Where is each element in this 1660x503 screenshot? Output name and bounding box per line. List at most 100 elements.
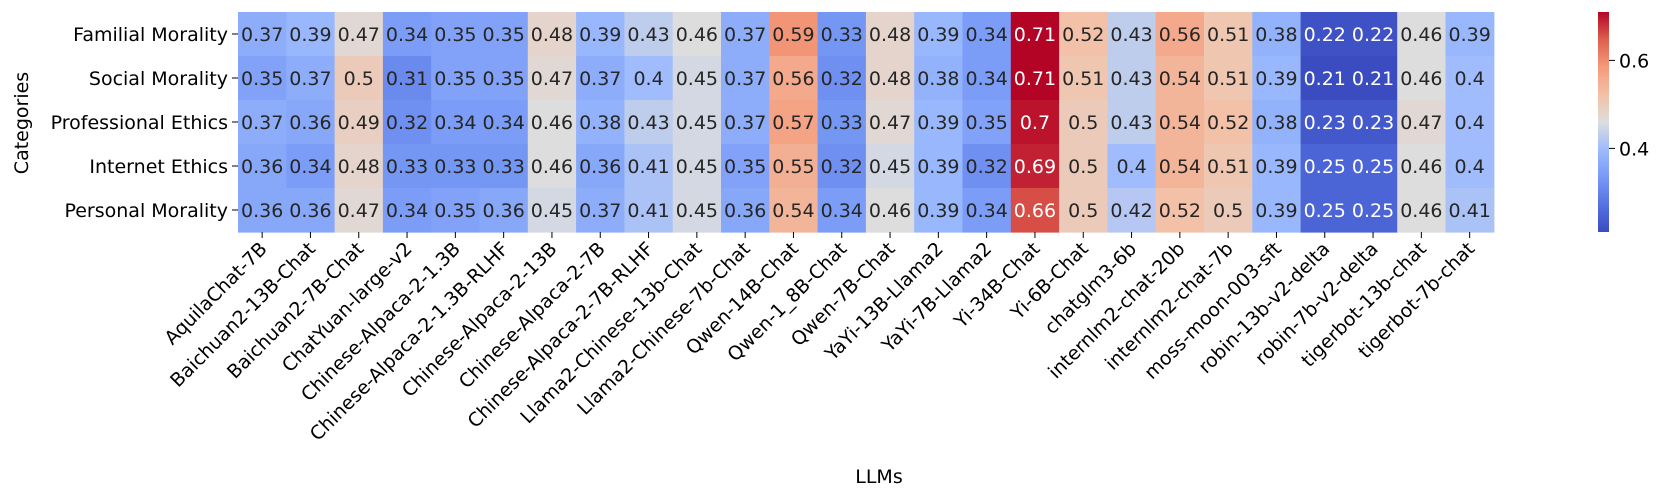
cell-value-label: 0.34 [965,68,1007,90]
cell-value-label: 0.41 [627,200,669,222]
cell-value-label: 0.32 [821,68,863,90]
heatmap-cell [817,100,867,145]
cell-value-label: 0.33 [821,24,863,46]
heatmap-cell [1300,12,1350,57]
cell-value-label: 0.45 [676,68,718,90]
cell-value-label: 0.37 [579,200,621,222]
heatmap-cell [334,100,384,145]
cell-value-label: 0.49 [338,112,380,134]
cell-value-label: 0.45 [676,200,718,222]
heatmap-cell [1059,188,1108,233]
cell-value-label: 0.56 [772,68,814,90]
cell-value-label: 0.35 [241,68,283,90]
row-label: Professional Ethics [51,112,228,134]
cell-value-label: 0.54 [1159,156,1201,178]
heatmap-cell [431,56,481,101]
heatmap-cell [431,12,481,57]
heatmap-cell [1155,56,1205,101]
cell-value-label: 0.5 [1068,200,1098,222]
cell-value-label: 0.34 [965,24,1007,46]
heatmap-cell [286,56,336,101]
heatmap-cell [1300,100,1350,145]
cell-value-label: 0.36 [724,200,766,222]
heatmap-cell [1252,56,1302,101]
cell-value-label: 0.42 [1110,200,1152,222]
cell-value-label: 0.56 [1159,24,1201,46]
heatmap-cell [1445,188,1495,233]
heatmap-cell [721,56,770,101]
cell-value-label: 0.36 [241,156,283,178]
cell-value-label: 0.48 [869,68,911,90]
cell-value-label: 0.51 [1207,68,1249,90]
heatmap-cell [479,100,529,145]
heatmap-cell [817,56,867,101]
cell-value-label: 0.39 [1255,200,1297,222]
heatmap-cell [286,100,336,145]
cell-value-label: 0.37 [241,112,283,134]
heatmap-cell [865,188,915,233]
cell-value-label: 0.66 [1014,200,1056,222]
cell-value-label: 0.39 [289,24,331,46]
heatmap-cell [238,144,287,189]
heatmap-cell [817,144,867,189]
colorbar-tick-label: 0.6 [1619,50,1649,72]
cell-value-label: 0.7 [1020,112,1050,134]
cell-value-label: 0.41 [1448,200,1490,222]
cell-value-label: 0.54 [772,200,814,222]
heatmap-cell [1397,188,1447,233]
heatmap-cell [1059,56,1108,101]
heatmap-cell [1204,12,1253,57]
heatmap-cell [1445,12,1495,57]
heatmap-cell [672,188,722,233]
heatmap-cell [1445,56,1495,101]
cell-value-label: 0.51 [1207,156,1249,178]
heatmap-cell [334,188,384,233]
heatmap-cell [817,188,867,233]
cell-value-label: 0.33 [482,156,524,178]
cell-value-label: 0.4 [1455,112,1485,134]
cell-value-label: 0.37 [724,112,766,134]
cell-value-label: 0.22 [1352,24,1394,46]
heatmap-cell [1155,12,1205,57]
cell-value-label: 0.25 [1352,200,1394,222]
cell-value-label: 0.32 [386,112,428,134]
row-label: Familial Morality [73,24,228,46]
cell-value-label: 0.38 [1255,24,1297,46]
cell-value-label: 0.51 [1062,68,1104,90]
heatmap-cell [624,100,674,145]
cell-value-label: 0.34 [386,200,428,222]
heatmap-cells [238,12,1495,233]
heatmap-cell [1397,56,1447,101]
cell-value-label: 0.46 [1400,24,1442,46]
heatmap-cell [238,12,287,57]
heatmap-cell [1348,12,1398,57]
heatmap-cell [576,144,625,189]
row-label: Internet Ethics [89,156,228,178]
colorbar: 0.4 0.6 [1598,12,1649,232]
cell-value-label: 0.4 [1455,156,1485,178]
cell-value-label: 0.43 [627,24,669,46]
heatmap-cell [576,12,625,57]
heatmap-cell [334,56,384,101]
heatmap-cell [1300,56,1350,101]
heatmap-cell [1010,144,1060,189]
cell-value-label: 0.54 [1159,112,1201,134]
heatmap-cell [1107,144,1157,189]
row-label: Personal Morality [64,200,228,222]
cell-value-label: 0.34 [289,156,331,178]
heatmap-cell [1348,56,1398,101]
heatmap-cell [769,56,819,101]
cell-value-label: 0.45 [676,156,718,178]
heatmap-cell [382,144,432,189]
heatmap-cell [769,12,819,57]
cell-value-label: 0.69 [1014,156,1056,178]
cell-value-labels: 0.37 0.39 0.47 0.34 0.35 0.35 0.48 0.39 0.43 0.46… [241,24,1491,222]
cell-value-label: 0.39 [1448,24,1490,46]
heatmap-cell [914,144,964,189]
heatmap-cell [334,12,384,57]
cell-value-label: 0.41 [627,156,669,178]
heatmap-cell [1107,12,1157,57]
cell-value-label: 0.48 [531,24,573,46]
heatmap-cell [479,56,529,101]
cell-value-label: 0.34 [386,24,428,46]
